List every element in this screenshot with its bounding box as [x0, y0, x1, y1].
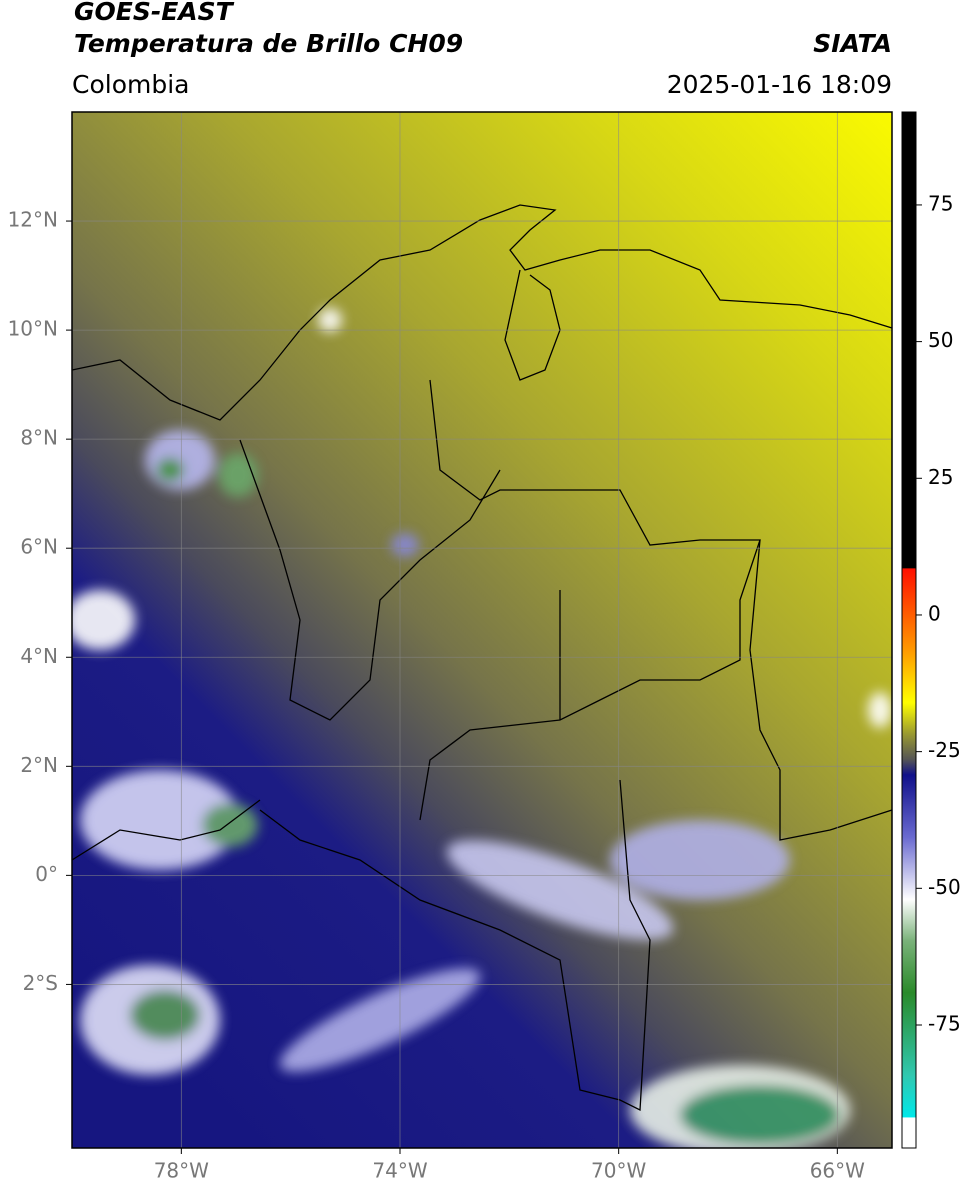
y-tick-label: 4°N — [20, 644, 58, 668]
colorbar-tick-label: 75 — [928, 191, 953, 215]
y-tick-label: 2°S — [23, 971, 58, 995]
y-tick-label: 0° — [35, 862, 58, 886]
x-tick-label: 78°W — [154, 1159, 209, 1183]
x-tick-label: 66°W — [810, 1159, 865, 1183]
region: Colombia — [72, 70, 189, 99]
y-tick-label: 10°N — [8, 317, 58, 341]
source: SIATA — [813, 29, 892, 58]
colorbar-tick-label: 25 — [928, 465, 953, 489]
title: Temperatura de Brillo CH09 — [74, 29, 463, 58]
y-tick-label: 8°N — [20, 426, 58, 450]
colorbar-tick-label: -75 — [928, 1011, 961, 1035]
map-frame — [71, 111, 893, 1149]
colorbar-tick-label: -25 — [928, 738, 961, 762]
colorbar-tick-label: 50 — [928, 328, 953, 352]
colorbar — [901, 111, 917, 1149]
satellite-image — [72, 112, 892, 1148]
colorbar-tick-label: -50 — [928, 875, 961, 899]
colorbar-tick-label: 0 — [928, 601, 941, 625]
datetime: 2025-01-16 18:09 — [667, 70, 892, 99]
x-tick-label: 74°W — [372, 1159, 427, 1183]
title: GOES-EAST — [74, 0, 235, 26]
y-tick-label: 12°N — [8, 208, 58, 232]
x-tick-label: 70°W — [591, 1159, 646, 1183]
y-tick-label: 2°N — [20, 753, 58, 777]
y-tick-label: 6°N — [20, 535, 58, 559]
